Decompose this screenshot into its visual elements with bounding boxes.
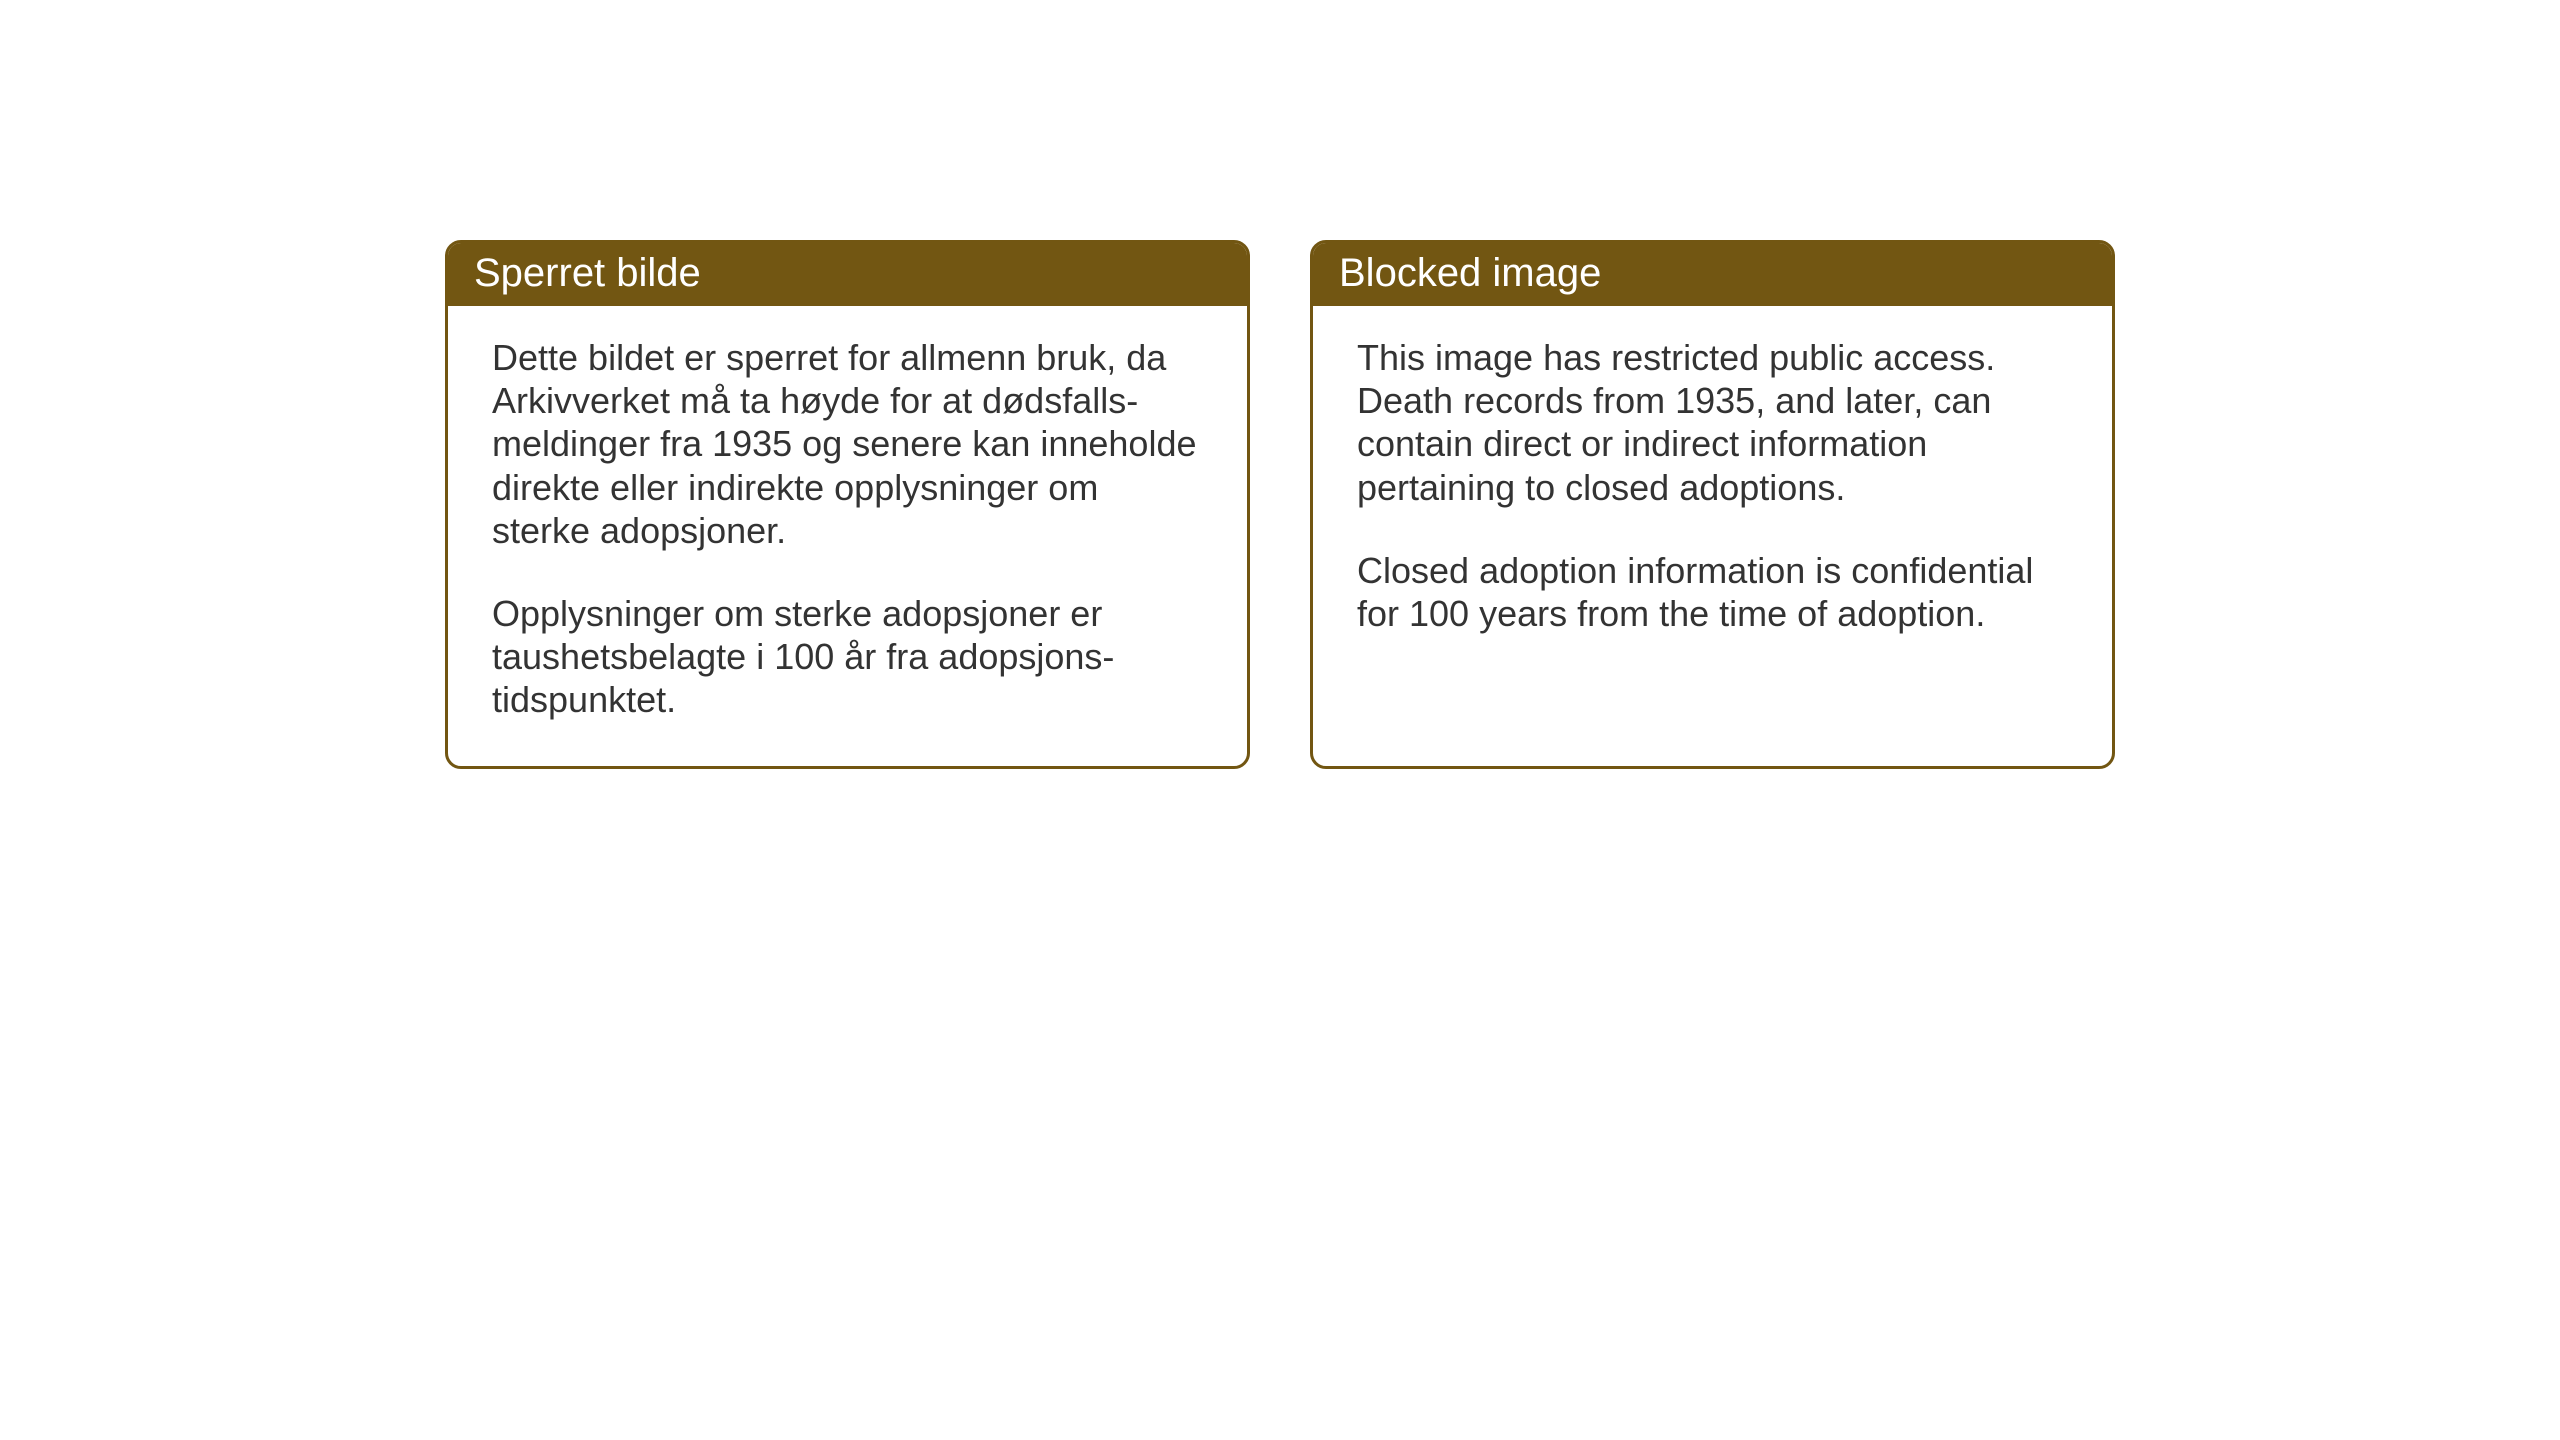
notice-paragraph-1-norwegian: Dette bildet er sperret for allmenn bruk… <box>492 336 1203 552</box>
notice-container: Sperret bilde Dette bildet er sperret fo… <box>445 240 2115 769</box>
notice-box-english: Blocked image This image has restricted … <box>1310 240 2115 769</box>
notice-paragraph-2-english: Closed adoption information is confident… <box>1357 549 2068 635</box>
notice-body-english: This image has restricted public access.… <box>1313 306 2112 679</box>
notice-paragraph-2-norwegian: Opplysninger om sterke adopsjoner er tau… <box>492 592 1203 722</box>
notice-body-norwegian: Dette bildet er sperret for allmenn bruk… <box>448 306 1247 766</box>
notice-box-norwegian: Sperret bilde Dette bildet er sperret fo… <box>445 240 1250 769</box>
notice-header-norwegian: Sperret bilde <box>448 243 1247 306</box>
notice-paragraph-1-english: This image has restricted public access.… <box>1357 336 2068 509</box>
notice-header-english: Blocked image <box>1313 243 2112 306</box>
